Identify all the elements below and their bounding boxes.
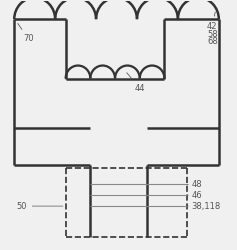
Text: 68: 68 — [207, 34, 219, 46]
Text: 70: 70 — [18, 24, 34, 44]
Text: 42: 42 — [207, 12, 218, 30]
Text: 58: 58 — [207, 24, 219, 38]
Text: 50: 50 — [16, 202, 63, 210]
Text: 38,118: 38,118 — [187, 202, 220, 210]
Text: 44: 44 — [127, 73, 145, 93]
Text: 48: 48 — [187, 180, 202, 189]
Text: 46: 46 — [187, 191, 202, 200]
